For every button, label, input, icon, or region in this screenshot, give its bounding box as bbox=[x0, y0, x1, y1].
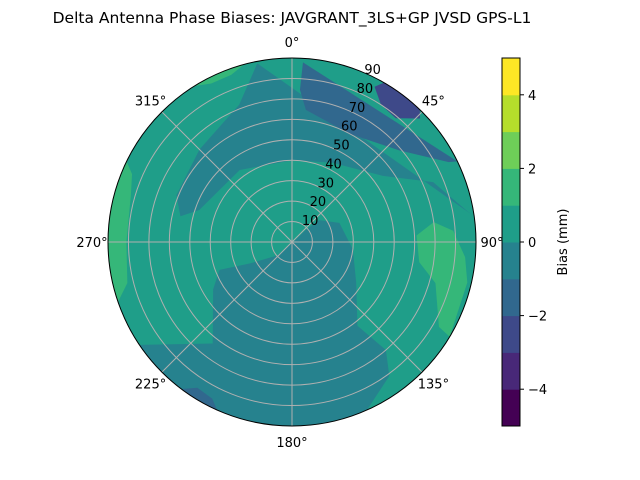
contour-region-6 bbox=[416, 222, 468, 337]
theta-gridline bbox=[291, 241, 423, 373]
polar-plot bbox=[107, 57, 477, 427]
theta-tick-label: 180° bbox=[276, 436, 307, 451]
r-tick-label: 20 bbox=[310, 195, 327, 210]
colorbar-band bbox=[502, 278, 520, 317]
colorbar-band bbox=[502, 94, 520, 133]
r-tick-label: 70 bbox=[349, 101, 366, 116]
theta-tick-label: 0° bbox=[285, 36, 300, 51]
contour-region-3 bbox=[181, 387, 218, 411]
colorbar-band bbox=[502, 131, 520, 169]
colorbar-band bbox=[502, 389, 520, 427]
theta-tick-label: 225° bbox=[135, 377, 166, 392]
colorbar-tick-label: 2 bbox=[528, 162, 536, 177]
colorbar-band bbox=[502, 242, 520, 280]
r-tick-label: 40 bbox=[325, 157, 342, 172]
colorbar-band bbox=[502, 205, 520, 243]
r-tick-label: 90 bbox=[364, 63, 381, 78]
angular-tick-labels: 0° 45° 90° 135° 180° 225° 270° 315° bbox=[76, 36, 503, 451]
colorbar-tick-label: −2 bbox=[528, 310, 547, 325]
theta-tick-label: 270° bbox=[76, 236, 107, 251]
r-tick-label: 60 bbox=[341, 120, 358, 135]
r-tick-label: 10 bbox=[302, 214, 319, 229]
theta-tick-label: 90° bbox=[480, 236, 503, 251]
colorbar: −4 −2 0 2 4 bbox=[501, 57, 547, 427]
theta-gridline bbox=[291, 111, 423, 243]
theta-gridline bbox=[161, 241, 293, 373]
colorbar-band bbox=[502, 315, 520, 353]
theta-tick-label: 135° bbox=[418, 377, 449, 392]
contour-region-1 bbox=[176, 63, 475, 217]
theta-tick-label: 315° bbox=[135, 95, 166, 110]
colorbar-tick-label: 4 bbox=[528, 89, 536, 104]
theta-tick-label: 45° bbox=[422, 95, 445, 110]
r-tick-label: 50 bbox=[333, 139, 350, 154]
colorbar-band bbox=[502, 168, 520, 206]
contour-region-0 bbox=[139, 220, 390, 426]
contour-region-4 bbox=[374, 82, 420, 119]
colorbar-label: Bias (mm) bbox=[556, 209, 571, 276]
colorbar-tick-label: −4 bbox=[528, 383, 547, 398]
colorbar-tick-label: 0 bbox=[528, 236, 536, 251]
r-tick-label: 80 bbox=[357, 82, 374, 97]
theta-gridline bbox=[161, 111, 293, 243]
colorbar-band bbox=[502, 352, 520, 390]
radial-tick-labels: 10 20 30 40 50 60 70 80 90 bbox=[302, 63, 381, 229]
chart-title: Delta Antenna Phase Biases: JAVGRANT_3LS… bbox=[53, 9, 532, 28]
r-tick-label: 30 bbox=[317, 176, 334, 191]
contour-region-7 bbox=[194, 64, 245, 86]
colorbar-band bbox=[502, 58, 520, 96]
polar-frame bbox=[107, 57, 477, 427]
